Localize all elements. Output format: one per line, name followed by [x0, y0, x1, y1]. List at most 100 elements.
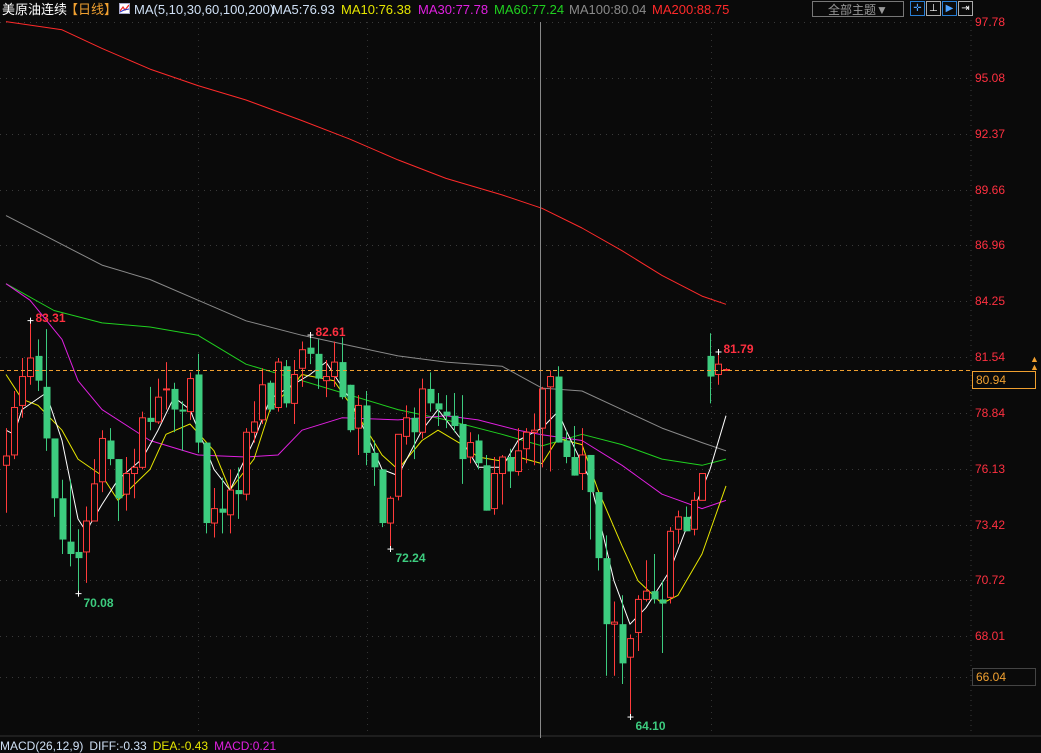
candle-up	[163, 362, 170, 410]
candle-body	[59, 498, 67, 540]
candle-body	[419, 388, 426, 433]
candle-body	[363, 405, 371, 453]
candle-up	[251, 401, 258, 443]
range-icon[interactable]: ⊥	[926, 1, 941, 16]
exit-icon[interactable]: ⇥	[958, 1, 973, 16]
candle-down	[659, 580, 667, 654]
candle-up	[275, 357, 282, 412]
candle-body	[403, 417, 410, 437]
play-icon[interactable]: ▶	[942, 1, 957, 16]
candle-down	[107, 428, 115, 466]
macd-name[interactable]: MACD(26,12,9)	[0, 739, 84, 753]
candle-body	[651, 591, 659, 600]
moving-average-lines	[5, 21, 727, 625]
candle-body	[659, 599, 667, 604]
candle-down	[315, 339, 323, 389]
candle-body	[355, 404, 362, 429]
candle-body	[123, 473, 130, 495]
candle-body	[475, 440, 483, 464]
candle-body	[11, 406, 18, 456]
candle-up	[259, 368, 266, 424]
candle-body	[427, 388, 435, 404]
candle-body	[563, 440, 571, 458]
candle-down	[147, 386, 155, 431]
chart-header: 美原油连续 【日线】 MA(5,10,30,60,100,200) MA5:76…	[0, 0, 1041, 20]
candle-body	[395, 433, 402, 497]
candle-body	[243, 431, 250, 495]
candle-up	[155, 378, 162, 424]
ma60-line	[5, 283, 727, 466]
candle-down	[683, 506, 691, 532]
candle-body	[35, 355, 43, 381]
candle-down	[451, 393, 459, 433]
candle-body	[531, 429, 538, 433]
scroll-up-arrow-icon[interactable]: ▲ ▲	[1030, 354, 1039, 372]
candle-body	[603, 558, 611, 625]
candle-body	[307, 347, 315, 354]
candle-down	[347, 384, 355, 433]
candle-down	[619, 595, 627, 685]
price-tick: 70.72	[975, 573, 1006, 588]
annotation-label: 70.08	[83, 595, 114, 610]
candle-body	[67, 541, 75, 555]
candle-body	[27, 357, 34, 378]
candle-body	[451, 415, 459, 427]
candle-body	[291, 373, 298, 404]
candle-body	[571, 457, 579, 476]
candle-up	[523, 428, 530, 464]
price-tick: 92.37	[975, 126, 1006, 141]
candle-down	[707, 333, 715, 404]
candle-body	[467, 442, 474, 458]
price-tick: 76.13	[975, 461, 1006, 476]
candle-down	[267, 380, 275, 412]
ma30-value: MA30:77.78	[418, 2, 489, 17]
candle-body	[3, 455, 10, 466]
candle-down	[651, 554, 659, 604]
macd-value: MACD:0.21	[214, 739, 277, 753]
candle-down	[75, 529, 83, 594]
candle-up	[691, 492, 698, 536]
candle-body	[675, 516, 682, 530]
candle-up	[643, 560, 650, 602]
candle-down	[443, 395, 451, 429]
candle-down	[35, 339, 43, 391]
candle-up	[675, 510, 682, 544]
candle-up	[699, 473, 706, 501]
candle-body	[523, 431, 530, 450]
theme-dropdown-button[interactable]: 全部主题▼	[812, 1, 904, 17]
candle-up	[227, 469, 234, 534]
candle-body	[203, 442, 211, 524]
candle-up	[467, 432, 474, 464]
price-tick: 68.01	[975, 629, 1006, 644]
candle-body	[587, 454, 595, 493]
annotation-label: 72.24	[395, 551, 426, 566]
crosshair-icon[interactable]: ✛	[910, 1, 925, 16]
candle-up	[387, 496, 394, 550]
candle-body	[259, 384, 266, 421]
ma-chart-icon[interactable]	[119, 3, 130, 14]
price-tick: 73.42	[975, 517, 1006, 532]
candle-down	[587, 454, 595, 540]
candle-up	[403, 405, 410, 445]
candle-body	[339, 362, 347, 398]
candle-down	[507, 448, 515, 488]
period-label[interactable]: 【日线】	[65, 2, 118, 17]
candle-body	[379, 469, 387, 524]
candle-up	[27, 320, 34, 385]
candle-body	[459, 423, 467, 460]
candle-down	[307, 335, 315, 365]
candle-up	[91, 459, 98, 522]
candle-body	[299, 349, 306, 369]
candle-body	[19, 376, 26, 406]
candle-up	[531, 413, 538, 466]
price-tick: 78.84	[975, 405, 1006, 420]
candle-body	[515, 450, 522, 472]
ma10-value: MA10:76.38	[341, 2, 412, 17]
candle-body	[643, 590, 650, 600]
ma200-line	[5, 21, 727, 305]
candle-down	[555, 366, 563, 443]
candle-body	[267, 382, 275, 410]
candle-up	[187, 372, 194, 420]
candle-body	[107, 440, 115, 460]
